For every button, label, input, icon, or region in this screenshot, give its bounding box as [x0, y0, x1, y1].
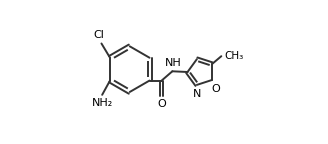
Text: O: O: [157, 99, 166, 109]
Text: NH₂: NH₂: [92, 98, 113, 108]
Text: O: O: [212, 84, 220, 94]
Text: CH₃: CH₃: [225, 51, 244, 61]
Text: Cl: Cl: [93, 30, 104, 40]
Text: NH: NH: [165, 58, 181, 68]
Text: N: N: [193, 89, 201, 100]
